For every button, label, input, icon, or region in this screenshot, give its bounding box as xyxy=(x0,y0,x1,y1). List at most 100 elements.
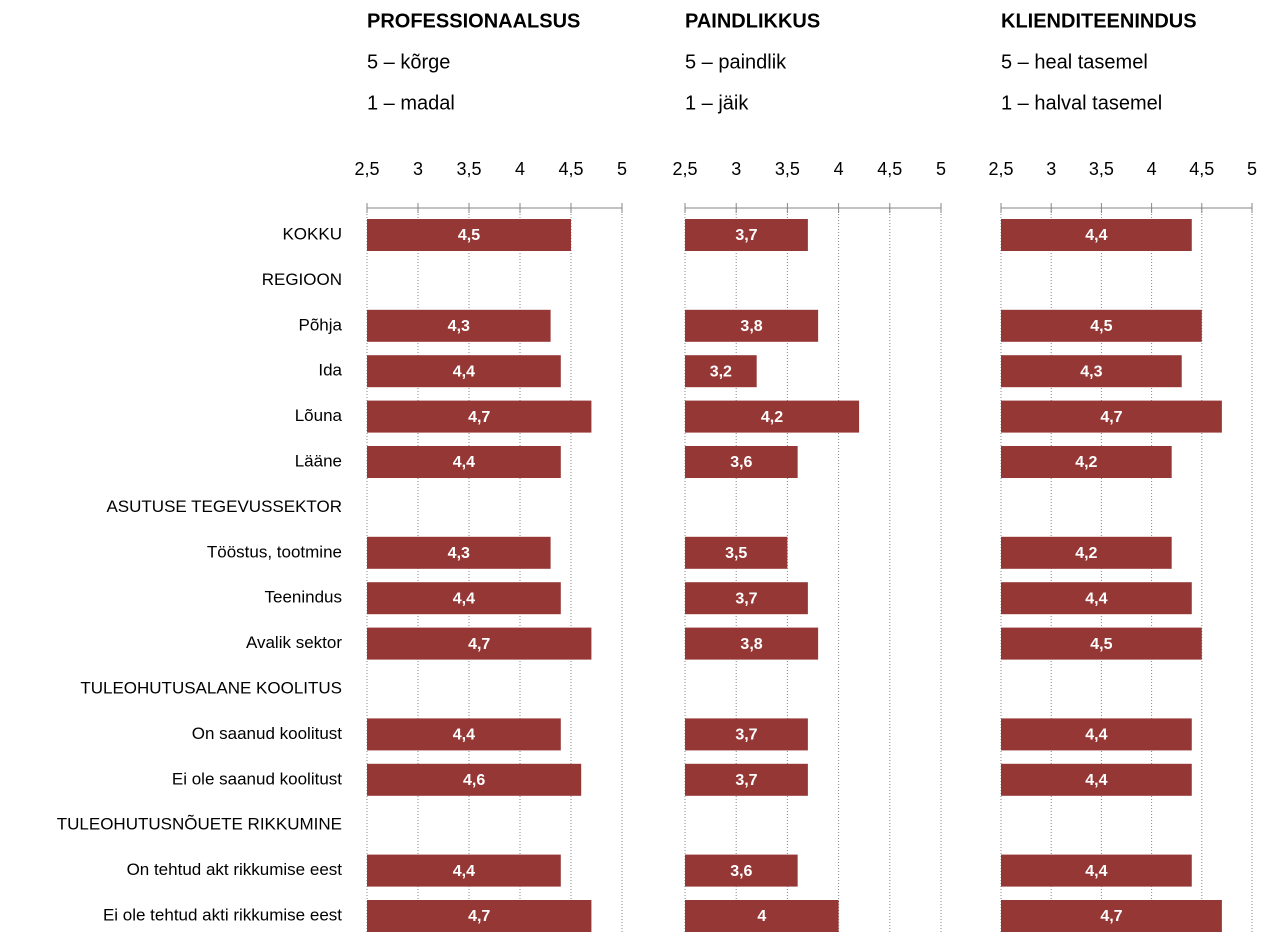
bar xyxy=(367,355,561,388)
bar xyxy=(685,854,798,887)
value-label: 4,4 xyxy=(453,727,475,744)
bar xyxy=(1001,309,1202,342)
value-label: 3,7 xyxy=(735,727,757,744)
panel-subtitle: 5 – paindlik xyxy=(685,51,787,73)
value-label: 4,4 xyxy=(453,363,475,380)
x-tick-label: 3,5 xyxy=(1089,159,1114,179)
value-label: 4,5 xyxy=(1090,636,1112,653)
value-label: 4,4 xyxy=(1085,863,1107,880)
value-label: 3,6 xyxy=(730,863,752,880)
value-label: 3,7 xyxy=(735,227,757,244)
panel-subtitle: 5 – heal tasemel xyxy=(1001,51,1148,73)
value-label: 3,7 xyxy=(735,590,757,607)
bar xyxy=(1001,219,1192,251)
value-label: 4,7 xyxy=(468,908,490,925)
bar xyxy=(1001,854,1192,887)
category-label: ASUTUSE TEGEVUSSEKTOR xyxy=(106,497,342,516)
value-label: 4,4 xyxy=(1085,227,1107,244)
bar xyxy=(685,355,757,388)
bar xyxy=(1001,355,1182,388)
category-label: Ida xyxy=(318,361,342,380)
panel-title: PROFESSIONAALSUS xyxy=(367,10,580,32)
value-label: 4,4 xyxy=(453,590,475,607)
bar xyxy=(685,627,819,660)
x-tick-label: 3 xyxy=(413,159,423,179)
value-label: 4,2 xyxy=(1075,545,1097,562)
value-label: 3,6 xyxy=(730,454,752,471)
value-label: 4,5 xyxy=(458,227,480,244)
x-tick-label: 3 xyxy=(731,159,741,179)
x-tick-label: 4 xyxy=(515,159,525,179)
x-tick-label: 5 xyxy=(936,159,946,179)
bar xyxy=(685,536,788,569)
x-tick-label: 4,5 xyxy=(877,159,902,179)
bar xyxy=(367,627,592,660)
category-label: On tehtud akt rikkumise eest xyxy=(127,860,343,879)
value-label: 4,7 xyxy=(1100,908,1122,925)
value-label: 4,4 xyxy=(1085,727,1107,744)
bar xyxy=(367,446,561,478)
value-label: 3,8 xyxy=(740,636,762,653)
value-label: 4,7 xyxy=(468,636,490,653)
x-tick-label: 3 xyxy=(1046,159,1056,179)
value-label: 4,4 xyxy=(1085,772,1107,789)
bar xyxy=(685,900,839,932)
x-tick-label: 2,5 xyxy=(672,159,697,179)
value-label: 4,6 xyxy=(463,772,485,789)
x-tick-label: 5 xyxy=(1247,159,1257,179)
value-label: 4,3 xyxy=(1080,363,1102,380)
value-label: 4,4 xyxy=(1085,590,1107,607)
bar xyxy=(367,763,582,796)
panel-subtitle: 1 – halval tasemel xyxy=(1001,92,1162,114)
panel-title: KLIENDITEENINDUS xyxy=(1001,10,1197,32)
bar xyxy=(1001,627,1202,660)
panel-subtitle: 5 – kõrge xyxy=(367,51,450,73)
value-label: 4,7 xyxy=(1100,409,1122,426)
x-tick-label: 4 xyxy=(1147,159,1157,179)
bar xyxy=(685,763,808,796)
x-tick-label: 3,5 xyxy=(456,159,481,179)
x-tick-label: 5 xyxy=(617,159,627,179)
bar xyxy=(367,718,561,751)
value-label: 4,3 xyxy=(448,545,470,562)
bar xyxy=(367,854,561,887)
category-label: TULEOHUTUSNÕUETE RIKKUMINE xyxy=(57,815,342,834)
x-tick-label: 4,5 xyxy=(1189,159,1214,179)
category-label: Ei ole tehtud akti rikkumise eest xyxy=(103,905,342,924)
bar xyxy=(685,718,808,751)
bar xyxy=(367,400,592,433)
value-label: 3,2 xyxy=(710,363,732,380)
bar xyxy=(367,219,571,251)
bar xyxy=(1001,718,1192,751)
category-label: Tööstus, tootmine xyxy=(207,542,342,561)
x-tick-label: 4,5 xyxy=(558,159,583,179)
x-tick-label: 4 xyxy=(834,159,844,179)
value-label: 4,4 xyxy=(453,863,475,880)
value-label: 4,2 xyxy=(761,409,783,426)
bar xyxy=(1001,582,1192,615)
category-label: On saanud koolitust xyxy=(192,724,343,743)
value-label: 3,5 xyxy=(725,545,747,562)
category-label: Teenindus xyxy=(264,588,342,607)
bar xyxy=(685,400,860,433)
bar xyxy=(367,900,592,932)
x-tick-label: 2,5 xyxy=(354,159,379,179)
value-label: 4,4 xyxy=(453,454,475,471)
value-label: 4,2 xyxy=(1075,454,1097,471)
bar xyxy=(367,309,551,342)
value-label: 3,7 xyxy=(735,772,757,789)
category-label: Lääne xyxy=(295,451,342,470)
bar xyxy=(1001,446,1172,478)
panel-title: PAINDLIKKUS xyxy=(685,10,820,32)
bar xyxy=(685,446,798,478)
category-label: Lõuna xyxy=(295,406,343,425)
category-label: Avalik sektor xyxy=(246,633,342,652)
value-label: 4,3 xyxy=(448,318,470,335)
bar xyxy=(1001,536,1172,569)
category-label: Ei ole saanud koolitust xyxy=(172,769,342,788)
category-label: KOKKU xyxy=(282,224,342,243)
bar xyxy=(1001,763,1192,796)
bar xyxy=(1001,900,1222,932)
bar xyxy=(367,582,561,615)
